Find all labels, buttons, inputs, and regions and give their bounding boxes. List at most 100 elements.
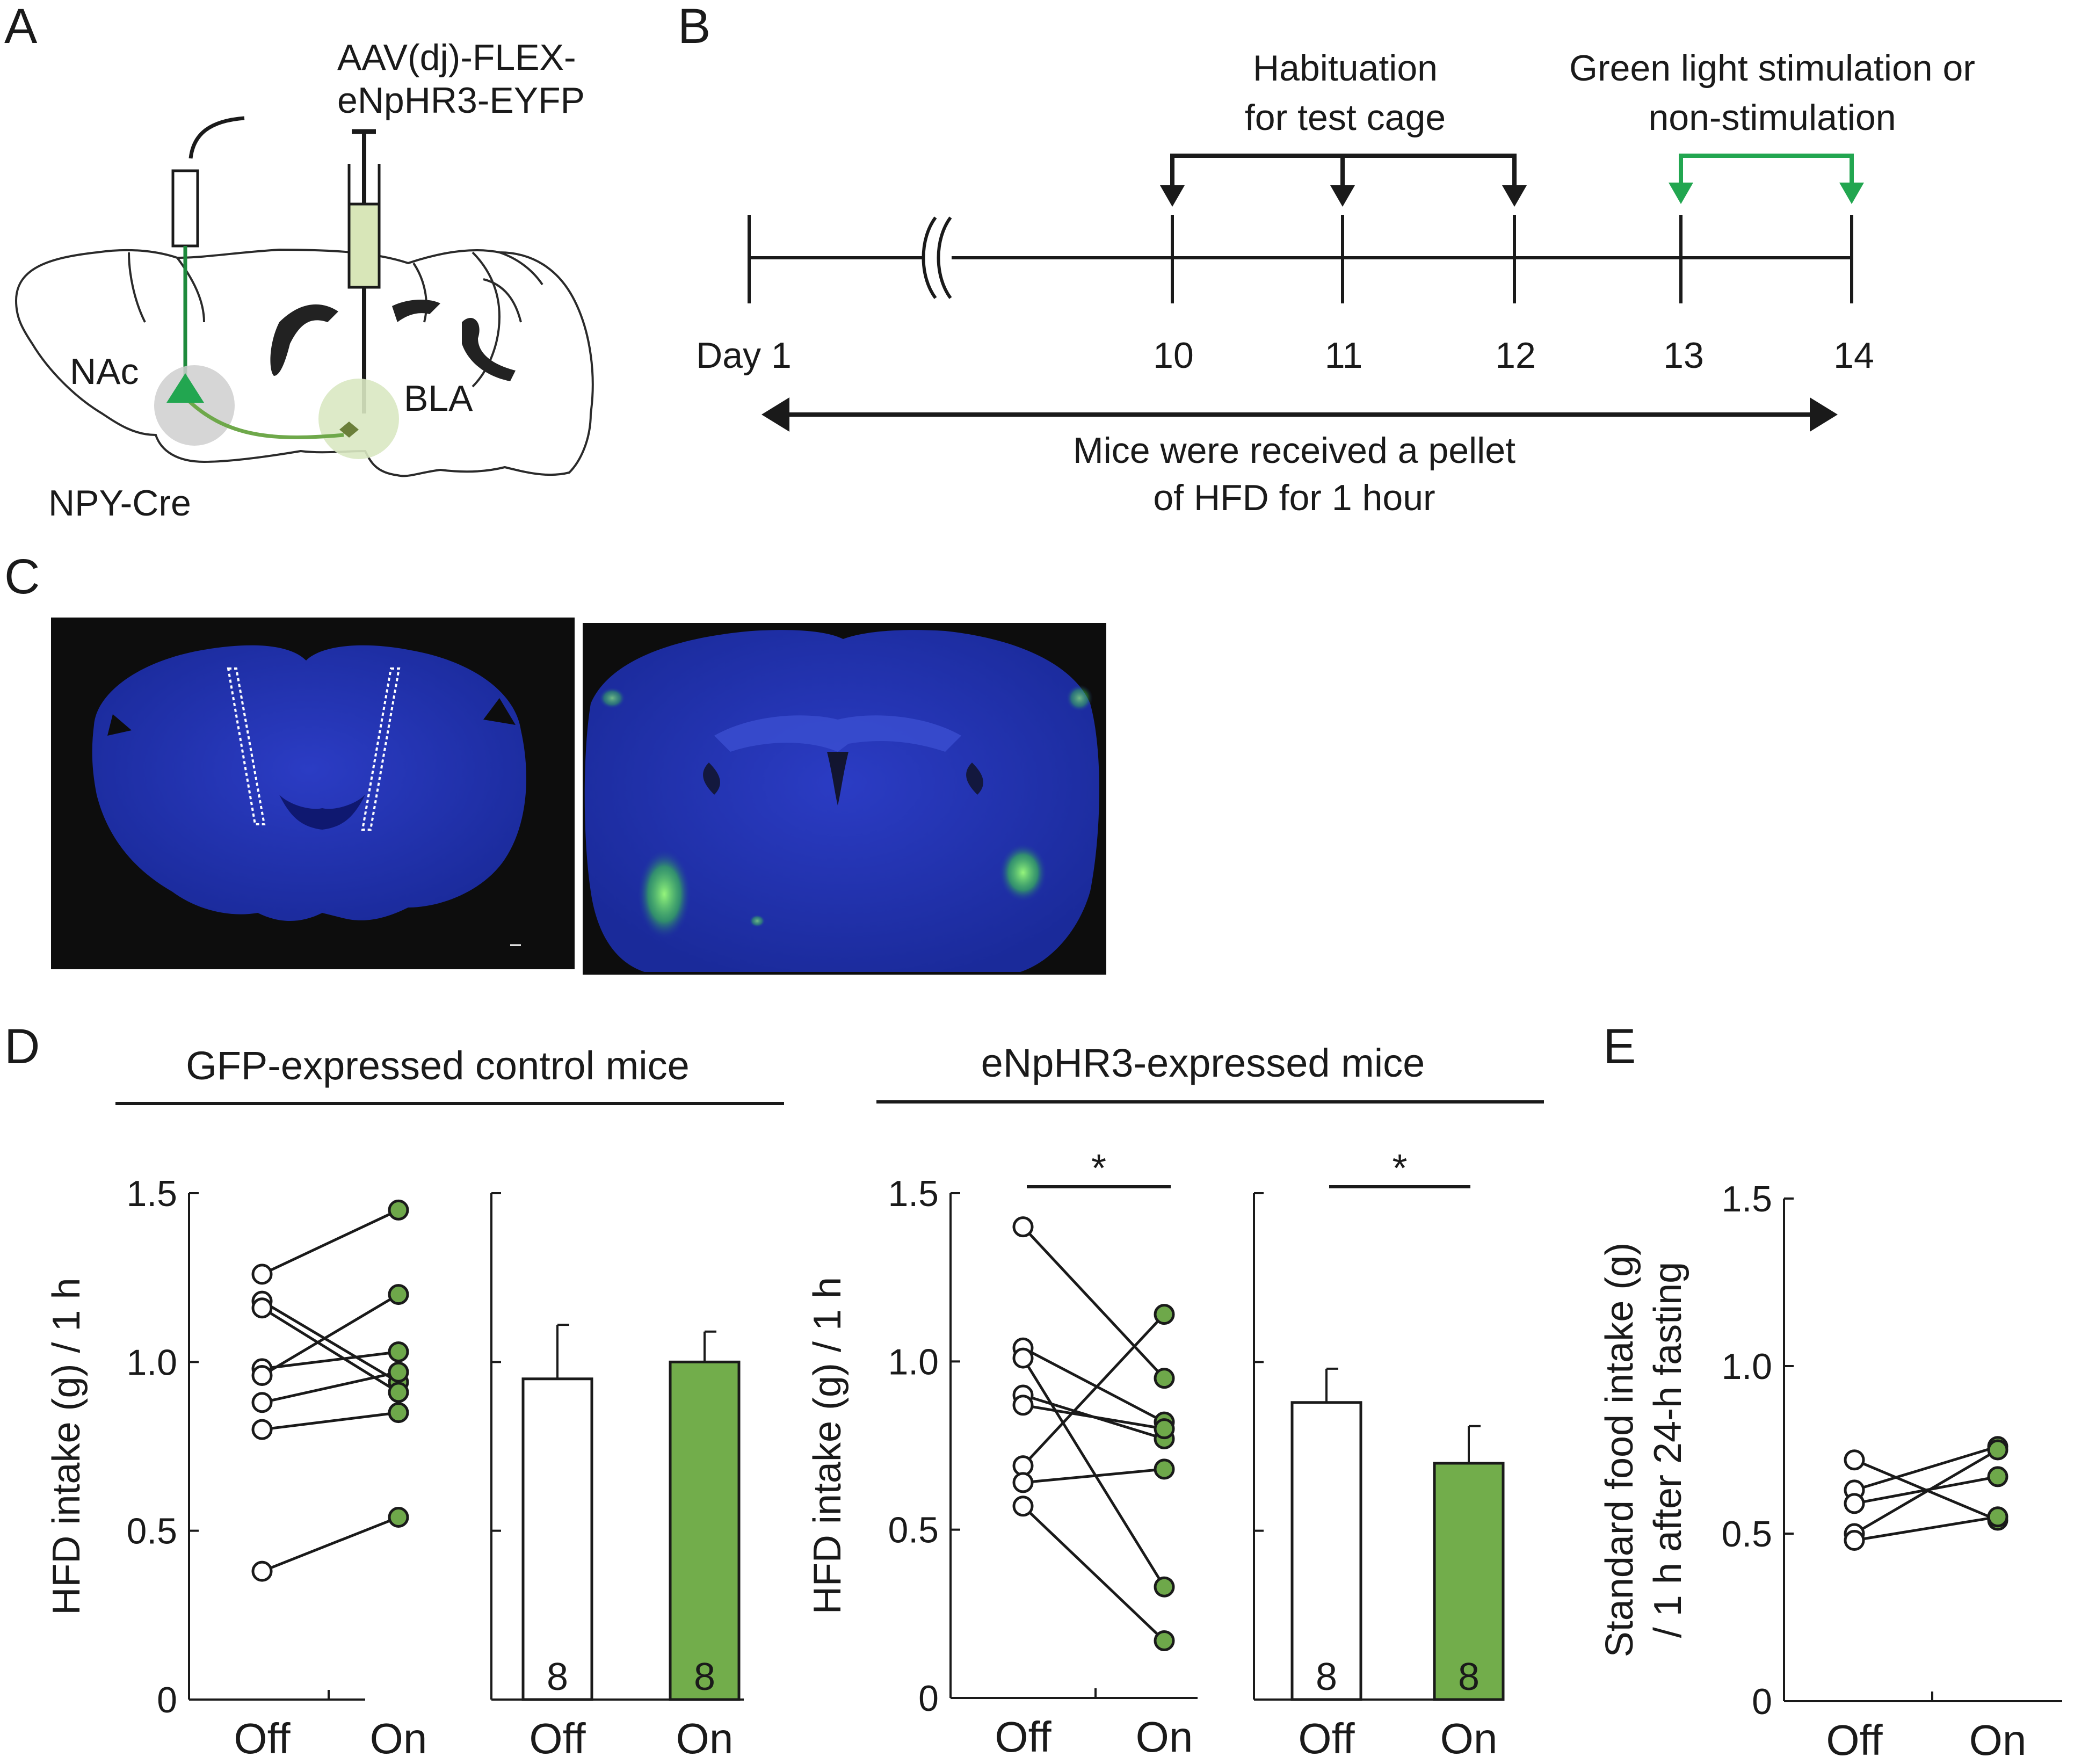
on-point [1154,1304,1175,1325]
paired-line [1023,1404,1165,1431]
x-category-on: On [1969,1716,2027,1764]
virus-label-line1: AAV(dj)-FLEX- [337,37,576,78]
day-label-1: Day 1 [696,335,792,376]
chart-enphr3-bars: Off On 8 8 * [1253,1147,1505,1762]
y-axis-title: HFD intake (g) / 1 h [806,1277,849,1614]
stimulation-bracket [1669,154,1864,204]
x-category-on: On [1136,1713,1193,1761]
paired-line [1022,1313,1165,1467]
nac-label: NAc [70,351,139,392]
day-label-13: 13 [1663,335,1704,376]
axon-terminal [339,422,359,438]
y-tick-label: 0 [918,1678,939,1719]
stimulation-label-line2: non-stimulation [1648,97,1896,138]
panel-label-a: A [4,0,38,54]
on-point [1987,1439,2008,1461]
on-point [1987,1506,2008,1528]
x-category-off: Off [1298,1715,1355,1762]
x-category-on: On [1440,1715,1498,1762]
panel-label-e: E [1603,1019,1636,1074]
y-tick-label: 1.5 [1721,1179,1772,1219]
off-point [1012,1496,1034,1517]
sagittal-brain-drawing [14,248,594,477]
bar-off [1290,1401,1362,1701]
paired-line [1022,1505,1165,1642]
y-axis-title: HFD intake (g) / 1 h [45,1277,88,1615]
paired-line [262,1516,399,1573]
panel-a: A NAc BLA NPY-Cre AA [4,0,594,524]
panel-label-b: B [678,0,710,54]
stimulation-label-line1: Green light stimulation or [1569,48,1975,89]
off-point [1844,1529,1865,1551]
paired-line [262,1411,399,1431]
fiber-cable [188,116,245,159]
on-point [388,1507,409,1528]
bar-n-label: 8 [547,1656,568,1698]
y-tick-label: 0.5 [1721,1514,1772,1555]
paired-line [261,1209,400,1276]
y-tick-label: 0.5 [888,1510,939,1551]
chart-gfp-paired: 0 0.5 1.0 1.5 Off On HFD intake (g) / 1 h [45,1173,427,1762]
panel-label-d: D [4,1019,40,1074]
npy-neuron-soma [166,373,204,403]
x-category-off: Off [234,1715,291,1762]
on-point [388,1402,409,1424]
bla-label: BLA [404,378,473,419]
x-category-off: Off [1826,1716,1883,1764]
paired-line [261,1306,400,1394]
habituation-label-line1: Habituation [1253,48,1438,89]
off-point [251,1264,273,1285]
off-point [251,1392,273,1413]
y-tick-label: 0 [157,1680,177,1721]
optic-fiber-ferrule [171,169,199,248]
on-point [1154,1630,1175,1651]
bar-on [1433,1462,1505,1701]
paired-line [261,1300,400,1384]
on-point [388,1361,409,1383]
y-tick-label: 1.0 [888,1341,939,1382]
on-point [1154,1418,1175,1440]
y-tick-label: 1.0 [126,1342,177,1383]
chart-enphr3-paired: 0 0.5 1.0 1.5 Off On HFD intake (g) / 1 h * [806,1147,1198,1761]
bla-region [318,379,399,459]
habituation-label-line2: for test cage [1245,97,1446,138]
habituation-bracket [1160,154,1527,207]
panel-c: C [4,549,1106,975]
chart-gfp-bars: Off On 8 8 [490,1192,744,1762]
bar-off [521,1377,593,1701]
y-tick-label: 0 [1752,1681,1772,1722]
paired-line [1022,1225,1165,1380]
pellet-note-line1: Mice were received a pellet [1073,430,1515,471]
significance-star: * [1392,1147,1407,1190]
pellet-note-line2: of HFD for 1 hour [1153,477,1435,518]
paired-line [262,1370,399,1404]
day-label-10: 10 [1153,335,1194,376]
on-point [388,1199,409,1221]
paired-line [1022,1347,1165,1424]
enphr3-group-title: eNpHR3-expressed mice [981,1041,1425,1085]
bar-n-label: 8 [1316,1656,1337,1698]
x-category-on: On [676,1715,734,1762]
off-point [1012,1472,1034,1493]
on-point [1154,1458,1175,1480]
timeline [748,215,1853,303]
significance-star: * [1091,1147,1106,1190]
off-point [1844,1449,1865,1471]
paired-line [1854,1475,1998,1505]
y-tick-label: 1.0 [1721,1346,1772,1387]
paired-line [261,1293,400,1377]
day-label-11: 11 [1325,335,1363,376]
off-point [251,1297,273,1319]
y-axis-title-line1: Standard food intake (g) [1598,1243,1641,1658]
virus-label-line2: eNpHR3-EYFP [337,80,585,121]
paired-line [1021,1357,1166,1588]
day-label-12: 12 [1495,335,1536,376]
pellet-period-arrow [762,397,1838,432]
x-category-off: Off [529,1715,586,1762]
bar-on [669,1360,741,1701]
on-point [1154,1368,1175,1389]
on-point [388,1284,409,1305]
off-point [251,1560,273,1582]
paired-line [1854,1515,1998,1542]
